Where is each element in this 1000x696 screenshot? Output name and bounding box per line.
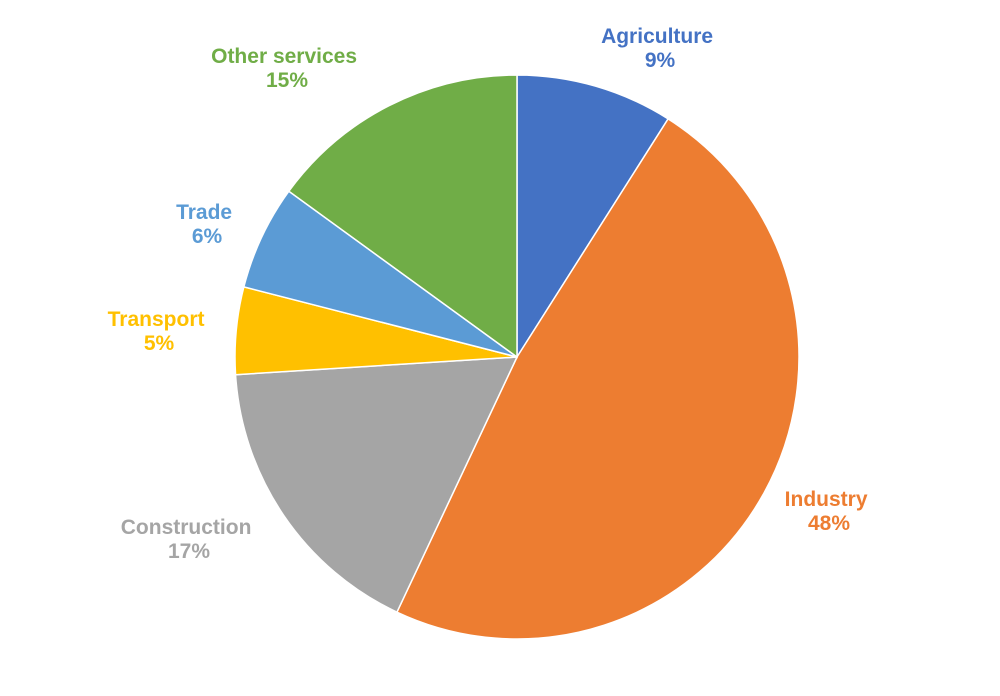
label-industry-name: Industry xyxy=(785,488,868,511)
label-transport: Transport 5% xyxy=(108,308,211,355)
label-agriculture-name: Agriculture xyxy=(601,25,713,48)
label-agriculture: Agriculture 9% xyxy=(601,25,719,72)
pie-slice-industry xyxy=(395,117,800,640)
pie-slice-other-services xyxy=(287,74,518,359)
label-transport-name: Transport xyxy=(108,308,205,331)
label-industry: Industry 48% xyxy=(785,488,874,535)
label-transport-value: 5% xyxy=(144,332,175,355)
label-other-services-value: 15% xyxy=(266,69,308,92)
label-construction: Construction 17% xyxy=(121,516,258,563)
pie-labels: Agriculture 9% Industry 48% Construction… xyxy=(108,25,874,563)
label-other-services: Other services 15% xyxy=(211,45,363,92)
label-construction-value: 17% xyxy=(168,540,210,563)
label-agriculture-value: 9% xyxy=(645,49,676,72)
label-trade-name: Trade xyxy=(176,201,232,224)
label-construction-name: Construction xyxy=(121,516,252,539)
label-trade: Trade 6% xyxy=(176,201,238,248)
label-trade-value: 6% xyxy=(192,225,223,248)
label-industry-value: 48% xyxy=(808,512,850,535)
pie-slice-construction xyxy=(234,356,519,614)
pie-slices xyxy=(234,74,800,640)
pie-slice-agriculture xyxy=(516,74,670,360)
label-other-services-name: Other services xyxy=(211,45,357,68)
